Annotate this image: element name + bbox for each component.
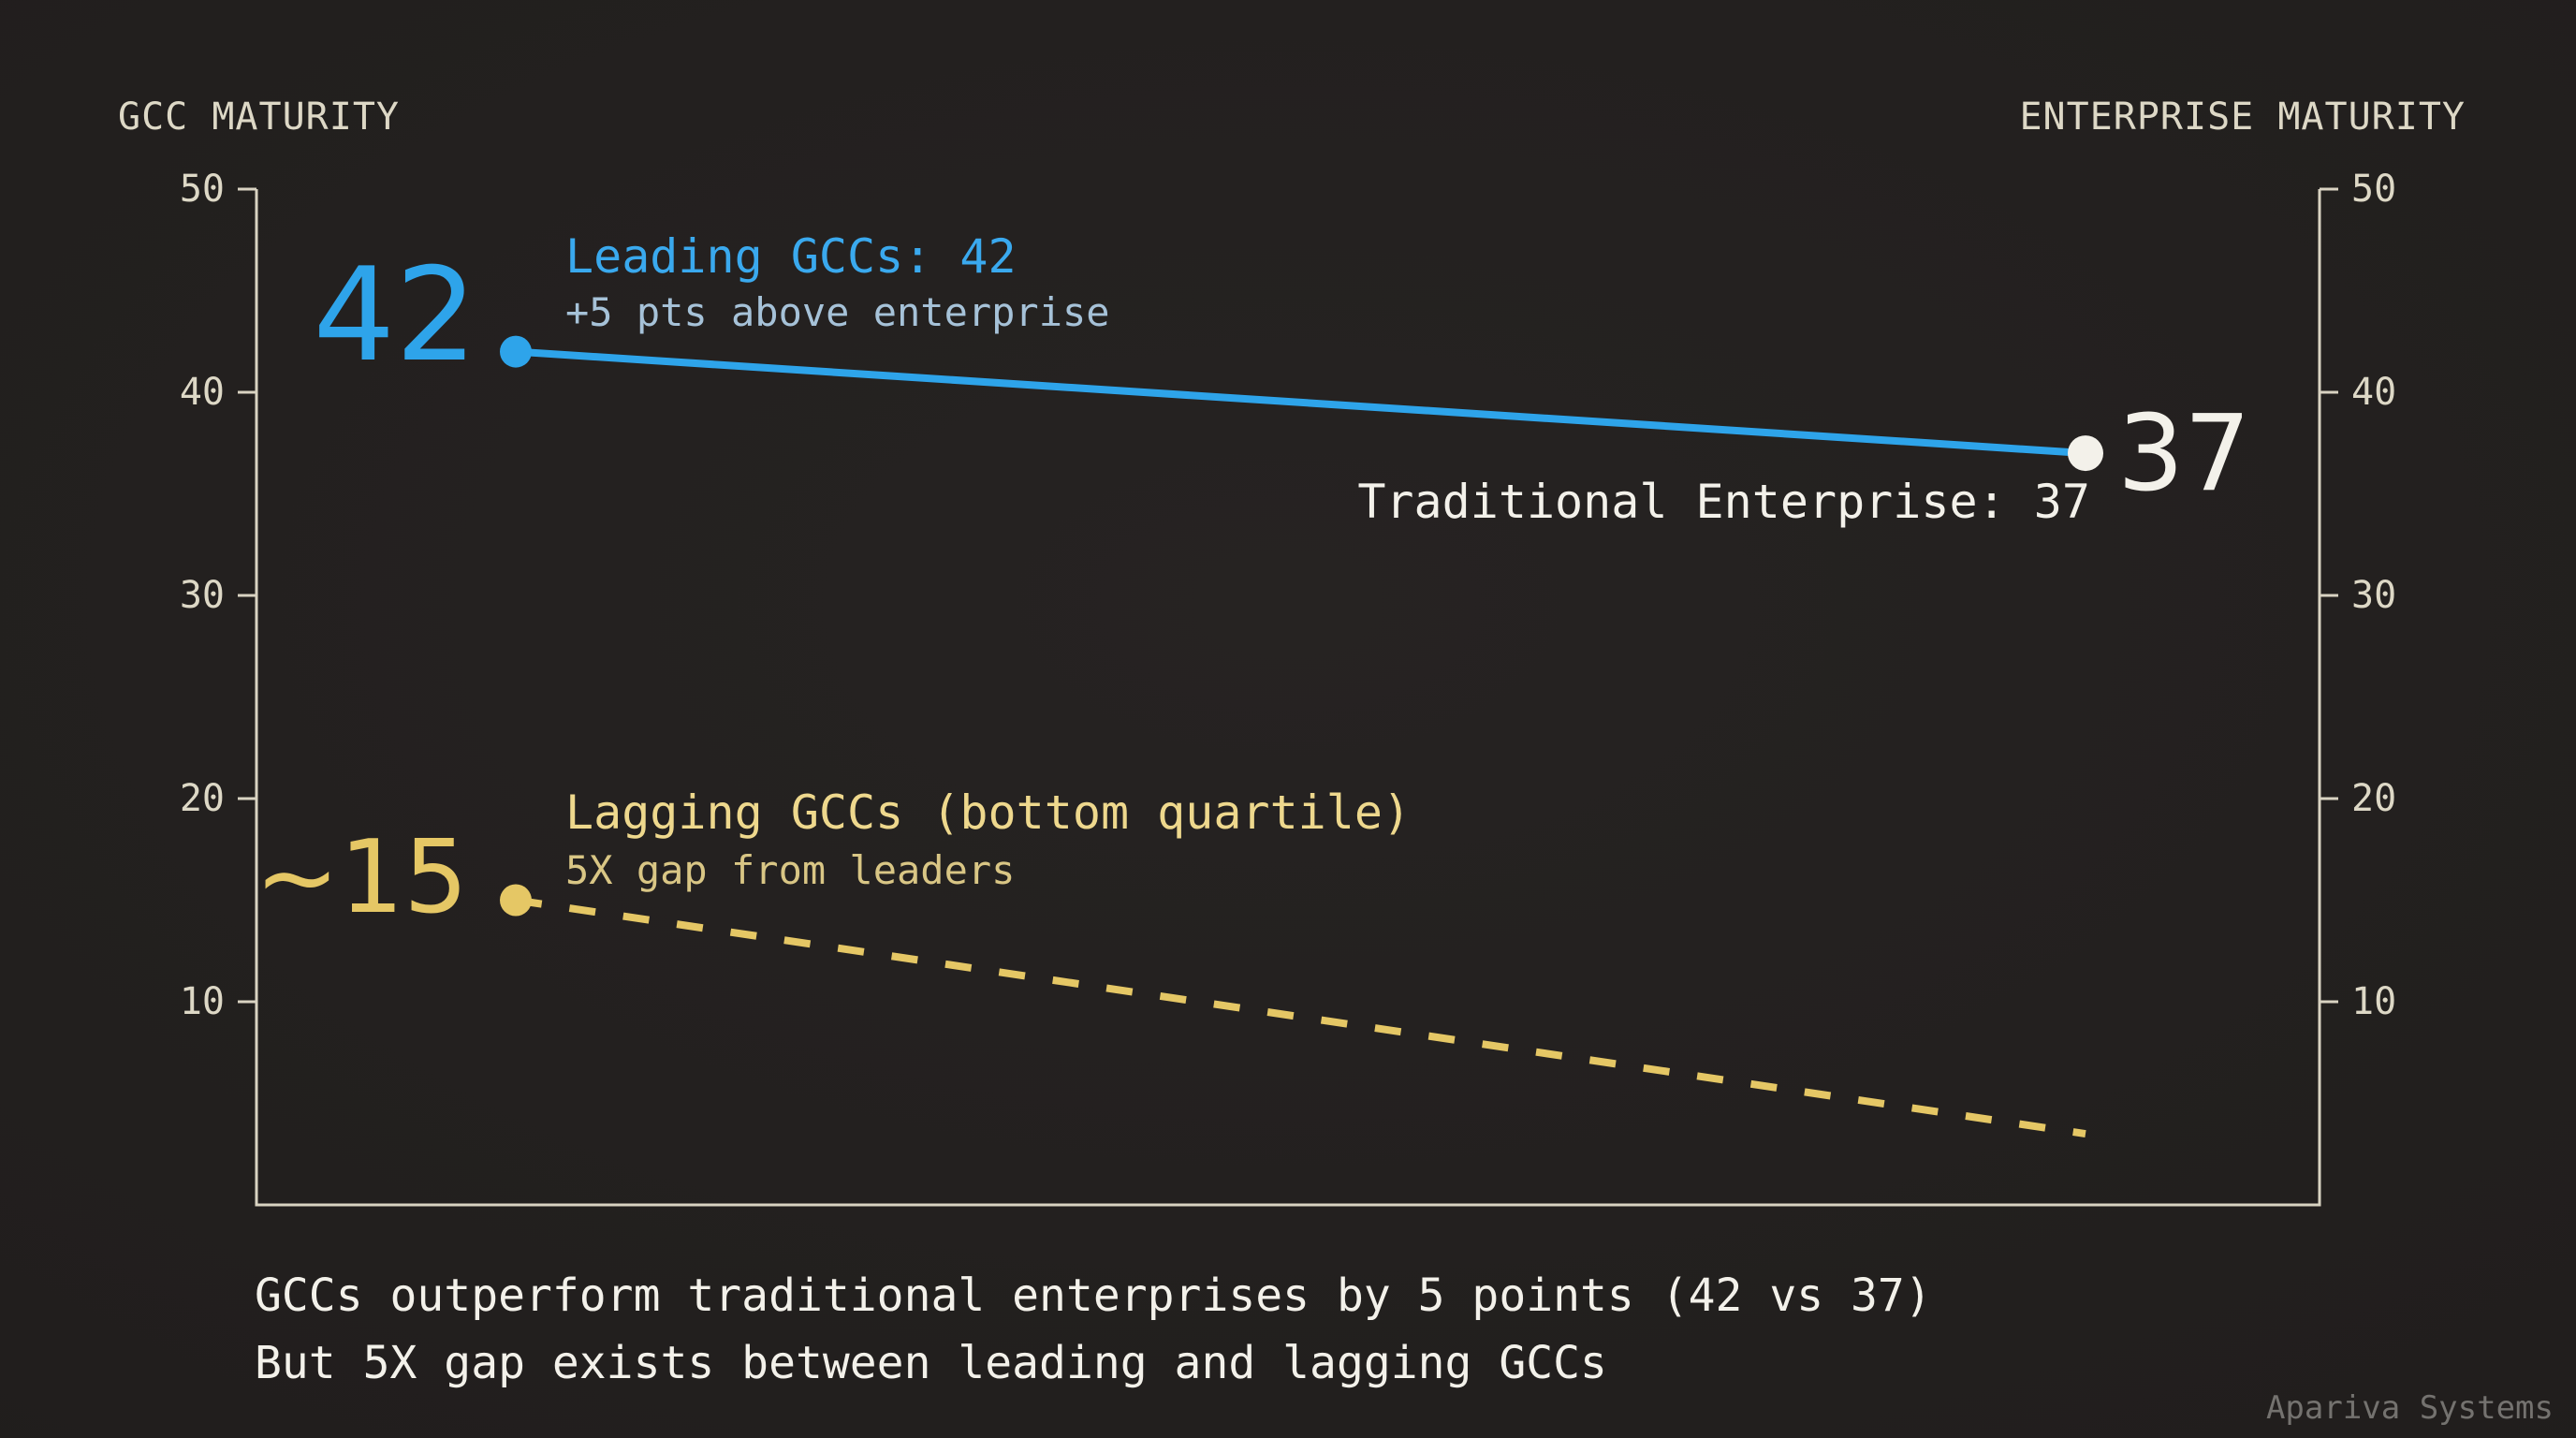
right-axis-title: ENTERPRISE MATURITY (2019, 95, 2466, 139)
watermark: Apariva Systems (2265, 1389, 2554, 1427)
lagging-gcc-title: Lagging GCCs (bottom quartile) (565, 785, 1412, 840)
y-tick-label-left: 30 (180, 574, 225, 617)
leading-gcc-value: 42 (313, 240, 477, 390)
enterprise-title: Traditional Enterprise: 37 (1357, 475, 2090, 529)
left-axis-title: GCC MATURITY (118, 95, 400, 139)
leading-line (515, 347, 2086, 458)
enterprise-value: 37 (2117, 393, 2251, 515)
lagging-gcc-value: ~15 (255, 819, 468, 936)
y-tick-label-left: 10 (180, 980, 225, 1023)
y-tick-label-left: 20 (180, 777, 225, 820)
caption-line-2: But 5X gap exists between leading and la… (255, 1337, 1607, 1389)
lagging-gcc-subtitle: 5X gap from leaders (565, 847, 1016, 893)
y-tick-label-left: 40 (180, 371, 225, 414)
lagging-line (515, 896, 2086, 1138)
leading-gcc-subtitle: +5 pts above enterprise (565, 289, 1110, 335)
y-tick-label-right: 50 (2351, 168, 2396, 211)
leading-end-dot (2068, 435, 2103, 472)
y-tick-label-left: 50 (180, 168, 225, 211)
y-tick-label-right: 30 (2351, 574, 2396, 617)
leading-start-dot (500, 335, 532, 368)
y-tick-label-right: 20 (2351, 777, 2396, 820)
axes-frame (255, 189, 2321, 1207)
caption-line-1: GCCs outperform traditional enterprises … (255, 1269, 1932, 1322)
lagging-start-dot (500, 884, 532, 917)
y-tick-label-right: 40 (2351, 371, 2396, 414)
leading-gcc-title: Leading GCCs: 42 (565, 229, 1017, 284)
y-tick-label-right: 10 (2351, 980, 2396, 1023)
